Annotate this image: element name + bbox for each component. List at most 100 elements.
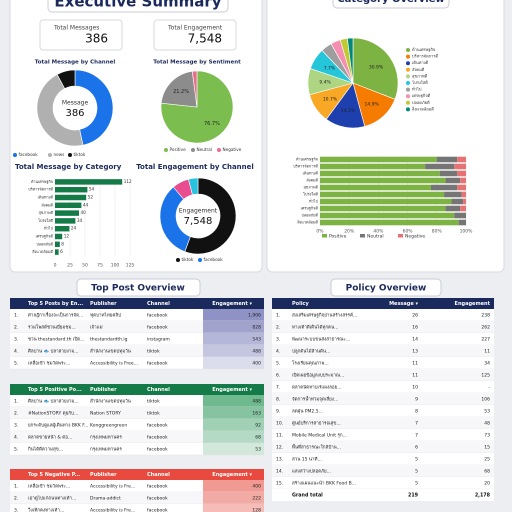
table-row: [272, 405, 494, 417]
column-header: Publisher: [90, 387, 117, 393]
total-cell: Grand total: [292, 493, 323, 499]
legend-swatch: [360, 234, 365, 238]
pie-slice: [347, 37, 354, 84]
column-header: Policy: [292, 301, 309, 307]
table-cell: ทางเท้าดีเดินได้ทุกคน...: [292, 325, 338, 331]
bar-segment: [457, 170, 466, 177]
table-cell: 3.: [14, 337, 18, 343]
table-cell: 1,906: [248, 313, 261, 319]
table-header: [10, 469, 264, 480]
table-cell: 828: [252, 325, 261, 331]
table-cell: 5: [415, 469, 418, 475]
center-label: Message: [62, 100, 89, 107]
table-cell: จัดการน้ำท่วมจุดเสี่ยง...: [292, 396, 338, 403]
table-cell: ฟุตบาทไทยคลิป: [90, 313, 121, 319]
section-box: [76, 278, 201, 297]
table-cell: tiktok: [147, 411, 160, 417]
table-cell: 11: [484, 349, 490, 355]
bar-segment: [457, 184, 466, 191]
table-row: [272, 417, 494, 429]
table-row: [272, 309, 494, 321]
table-cell: ปลูกต้นไม้ล้านต้น...: [292, 349, 330, 355]
table-cell: 488: [252, 399, 261, 405]
table-cell: Accessibility is Free...: [90, 361, 138, 367]
table-cell: 9: [415, 397, 418, 403]
table-cell: 1.: [276, 313, 280, 319]
table-cell: 106: [481, 397, 490, 403]
legend-swatch: [398, 234, 403, 238]
data-label: 112: [124, 179, 132, 184]
table-cell: 10.: [276, 421, 283, 427]
table-header: [272, 298, 494, 309]
table-cell: thestandardth.ig: [90, 337, 128, 343]
kpi-label: Total Messages: [53, 25, 99, 32]
legend-label: โปร่งใสดี: [412, 80, 428, 85]
bar: [55, 249, 59, 255]
table-cell: Accessibility is Fre...: [90, 484, 135, 490]
table-cell: 11: [412, 373, 418, 379]
table-cell: สำนักงานเขตปทุมวัน: [90, 398, 131, 405]
table-cell: 5.: [276, 361, 280, 367]
data-label: 8: [61, 241, 64, 246]
legend-label: เศรษฐกิจดี: [412, 93, 431, 98]
legend-label: ปลอดภัยดี: [412, 100, 430, 105]
data-label: 6: [60, 249, 63, 254]
table-row: [272, 357, 494, 369]
y-tick-label: ปลอดภัยดี: [301, 213, 318, 218]
bar-segment: [320, 163, 426, 170]
legend-label: Positive: [329, 234, 347, 240]
data-label: 44: [83, 202, 89, 207]
bar-segment: [458, 219, 466, 226]
heat-cell: [203, 333, 264, 345]
table-cell: 7: [415, 421, 418, 427]
pie-slice: [184, 177, 237, 255]
y-tick-label: เศรษฐกิจดี: [36, 234, 54, 239]
table-cell: เหลือเข้า ชมวัดพระ...: [28, 483, 70, 490]
bar-segment: [454, 163, 466, 170]
table-row: [272, 441, 494, 453]
y-tick-label: ด้านเศรษฐกิจ: [296, 157, 318, 162]
pie-slice: [352, 37, 399, 100]
table-cell: 12.: [276, 445, 283, 451]
table-cell: 5.: [14, 361, 18, 367]
column-header: Top 5 Positive Po...: [28, 387, 82, 393]
table-cell: พื้นที่สาธารณะใกล้บ้าน...: [292, 444, 341, 451]
table-cell: สร้างแผนแนะนำ BKK Food B...: [292, 480, 356, 487]
legend-swatch: [406, 100, 410, 105]
legend-label: tiktok: [74, 152, 86, 157]
legend-label: Neutral: [367, 234, 384, 240]
table-cell: 125: [481, 373, 490, 379]
table-cell: #NationSTORY คุยกับ...: [28, 411, 78, 417]
heat-cell: [203, 309, 264, 321]
table-cell: facebook: [147, 496, 168, 502]
y-tick-label: สังคมดี: [41, 202, 53, 207]
column-header: Engagement ▾: [212, 301, 252, 307]
table-cell: วิ่งเทิกคงทางเท้า...: [28, 507, 65, 512]
table-cell: 3.: [14, 508, 18, 512]
pie-slice: [56, 69, 76, 89]
page-title: Executive Summary: [54, 0, 221, 11]
table-cell: Nation STORY: [90, 411, 121, 417]
table-cell: 4.: [14, 435, 18, 441]
legend-swatch: [406, 107, 410, 112]
table-row: [272, 321, 494, 333]
table-cell: 68: [484, 469, 490, 475]
table-cell: 14: [412, 337, 418, 343]
table-cell: 400: [252, 484, 261, 490]
bar-segment: [461, 191, 466, 198]
pie-slice: [191, 70, 198, 108]
table-cell: facebook: [147, 423, 168, 429]
table-cell: 15.: [276, 481, 283, 487]
bar-segment: [320, 219, 459, 226]
data-label: 10.7%: [323, 96, 338, 102]
table-cell: 2.: [14, 496, 18, 502]
table-cell: 2.: [276, 325, 280, 331]
bar: [55, 194, 87, 201]
data-label: 14.9%: [364, 101, 379, 107]
table-cell: 262: [481, 325, 490, 331]
table-row: [10, 357, 264, 369]
legend-swatch: [68, 153, 72, 157]
legend-label: Neutral: [197, 147, 212, 152]
title-box: [332, 0, 450, 9]
